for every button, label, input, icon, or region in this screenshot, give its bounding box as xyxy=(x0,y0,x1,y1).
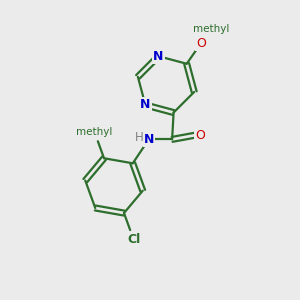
Text: O: O xyxy=(196,37,206,50)
Text: N: N xyxy=(153,50,164,63)
Text: methyl: methyl xyxy=(76,128,113,137)
Text: N: N xyxy=(140,98,151,112)
Text: methyl: methyl xyxy=(193,24,230,34)
Text: N: N xyxy=(144,133,154,146)
Text: O: O xyxy=(196,128,206,142)
Text: Cl: Cl xyxy=(127,233,140,246)
Text: H: H xyxy=(135,130,144,143)
